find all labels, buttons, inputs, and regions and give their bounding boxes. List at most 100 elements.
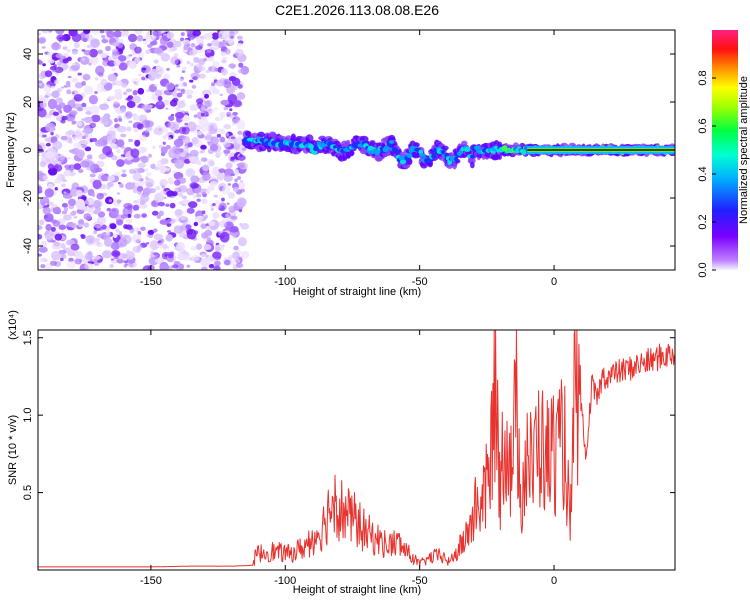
noise-speckle <box>109 223 117 230</box>
colorbar-label: Normalized spectral amplitude <box>738 76 750 224</box>
noise-speckle <box>153 233 164 241</box>
noise-speckle <box>125 218 133 224</box>
noise-speckle <box>204 93 210 99</box>
noise-speckle <box>42 175 48 181</box>
noise-speckle <box>84 146 92 152</box>
noise-speckle <box>52 70 56 73</box>
noise-speckle <box>82 128 92 135</box>
noise-speckle <box>223 259 231 266</box>
noise-speckle <box>198 73 206 79</box>
noise-speckle <box>68 198 77 207</box>
noise-speckle <box>50 85 55 89</box>
noise-speckle <box>57 61 62 66</box>
noise-speckle <box>84 198 95 206</box>
noise-speckle <box>159 219 169 225</box>
noise-speckle <box>213 47 218 51</box>
noise-speckle <box>93 230 98 233</box>
noise-speckle <box>177 192 184 197</box>
noise-speckle <box>180 215 186 221</box>
noise-speckle <box>232 85 239 90</box>
noise-speckle <box>106 186 111 190</box>
noise-speckle <box>130 148 140 158</box>
noise-speckle <box>111 82 117 86</box>
noise-speckle <box>128 263 134 268</box>
noise-speckle <box>223 41 229 47</box>
noise-speckle <box>78 223 83 228</box>
noise-speckle <box>161 185 165 189</box>
noise-speckle <box>235 262 244 269</box>
noise-speckle <box>83 30 91 34</box>
noise-speckle <box>215 116 220 122</box>
noise-speckle <box>67 75 72 79</box>
noise-speckle <box>140 226 146 231</box>
noise-speckle <box>42 134 47 138</box>
noise-speckle <box>203 57 207 62</box>
signal-speckle <box>388 134 396 141</box>
noise-speckle <box>221 197 225 202</box>
spectrogram-y-label: Frequency (Hz) <box>5 112 17 188</box>
noise-speckle <box>51 204 58 209</box>
noise-speckle <box>201 210 206 215</box>
noise-speckle <box>236 35 243 40</box>
noise-speckle <box>168 180 175 185</box>
noise-speckle <box>88 94 98 105</box>
noise-speckle <box>186 207 195 214</box>
spectrogram-y-axis: -40 -20 0 20 40 <box>22 48 675 254</box>
noise-speckle <box>96 192 104 200</box>
noise-speckle <box>39 101 47 109</box>
noise-speckle <box>172 191 178 197</box>
noise-speckle <box>91 137 98 142</box>
noise-speckle <box>91 114 101 123</box>
noise-speckle <box>151 210 159 216</box>
noise-speckle <box>196 243 203 251</box>
signal-core <box>418 153 426 157</box>
noise-speckle <box>42 63 46 67</box>
noise-speckle <box>159 165 167 174</box>
noise-speckle <box>118 62 128 71</box>
noise-speckle <box>71 62 76 66</box>
noise-speckle <box>161 30 166 33</box>
noise-speckle <box>74 258 82 265</box>
noise-speckle <box>38 203 42 209</box>
noise-speckle <box>166 190 175 197</box>
noise-speckle <box>132 115 140 121</box>
noise-speckle <box>226 111 231 117</box>
noise-speckle <box>176 92 183 98</box>
spectrogram-x-label: Height of straight line (km) <box>293 286 421 298</box>
noise-speckle <box>210 82 216 87</box>
snr-x-axis: -150 -100 -50 0 <box>140 330 557 587</box>
noise-speckle <box>154 254 159 258</box>
noise-speckle <box>172 97 179 103</box>
x-tick-label: 0 <box>551 276 557 288</box>
noise-speckle <box>105 45 111 52</box>
noise-speckle <box>70 110 78 116</box>
noise-speckle <box>200 149 205 153</box>
noise-speckle <box>76 121 83 127</box>
noise-speckle <box>220 51 226 57</box>
noise-speckle <box>84 252 93 260</box>
noise-speckle <box>236 138 242 145</box>
noise-speckle <box>82 135 86 140</box>
noise-speckle <box>138 203 148 209</box>
noise-speckle <box>206 237 212 241</box>
noise-speckle <box>109 143 117 149</box>
noise-speckle <box>92 237 101 243</box>
noise-speckle <box>206 158 215 168</box>
noise-speckle <box>112 233 118 239</box>
noise-speckle <box>141 76 146 81</box>
noise-speckle <box>216 172 225 181</box>
noise-speckle <box>196 63 200 68</box>
noise-speckle <box>177 253 187 261</box>
noise-speckle <box>174 40 182 48</box>
noise-speckle <box>119 183 124 189</box>
noise-speckle <box>136 34 144 42</box>
y-tick-label: 20 <box>22 96 34 108</box>
noise-speckle <box>89 55 99 66</box>
noise-speckle <box>207 43 212 47</box>
noise-speckle <box>178 201 183 205</box>
noise-speckle <box>200 223 207 229</box>
noise-speckle <box>93 255 101 261</box>
noise-speckle <box>90 38 100 48</box>
noise-speckle <box>159 179 168 187</box>
noise-speckle <box>209 144 219 152</box>
